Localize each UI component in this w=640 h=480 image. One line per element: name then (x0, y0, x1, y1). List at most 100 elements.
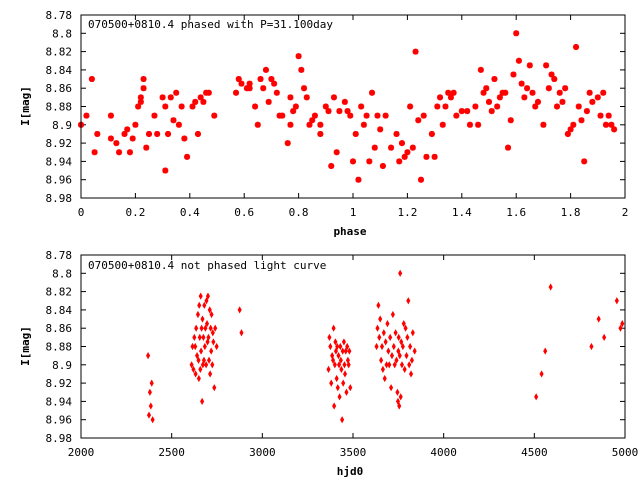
unphased-y-tick-label: 8.94 (46, 395, 73, 408)
unphased-data-point (392, 361, 397, 369)
unphased-data-point (393, 329, 398, 337)
phased-data-point (306, 121, 313, 128)
unphased-data-point (191, 365, 196, 373)
unphased-data-point (394, 356, 399, 364)
phased-data-point (271, 80, 278, 87)
unphased-data-point (336, 352, 341, 360)
phased-data-point (165, 130, 172, 137)
unphased-data-point (409, 356, 414, 364)
unphased-data-point (199, 324, 204, 332)
unphased-data-point (192, 333, 197, 341)
unphased-data-point (379, 356, 384, 364)
phased-light-curve-panel: 070500+0810.4 phased with P=31.100day ph… (19, 9, 628, 238)
unphased-data-point (602, 333, 607, 341)
phased-y-tick-label: 8.86 (46, 82, 73, 95)
phased-data-point (393, 130, 400, 137)
unphased-data-point (395, 397, 401, 406)
phased-data-point (515, 57, 522, 64)
unphased-data-point (335, 384, 340, 392)
unphased-data-point (200, 397, 205, 406)
phased-data-point (360, 121, 367, 128)
unphased-data-point (210, 329, 215, 337)
phased-data-point (135, 103, 142, 110)
phased-data-point (175, 121, 182, 128)
phased-data-point (358, 103, 365, 110)
phased-data-point (608, 121, 615, 128)
phased-y-tick-label: 8.92 (46, 137, 73, 150)
phased-x-tick-label: 0.2 (125, 206, 145, 219)
phased-data-point (268, 76, 275, 83)
phased-data-point (447, 94, 454, 101)
unphased-data-point (407, 361, 412, 369)
unphased-data-point (412, 347, 417, 355)
unphased-data-point (382, 374, 387, 383)
unphased-data-point (237, 306, 242, 314)
unphased-data-point (336, 361, 342, 369)
phased-data-point (317, 121, 324, 128)
phased-data-point (322, 103, 329, 110)
phased-data-point (121, 130, 128, 137)
phased-data-point (363, 112, 370, 119)
unphased-data-point (193, 342, 198, 351)
unphased-data-point (198, 365, 203, 373)
phased-data-point (129, 135, 136, 142)
phased-data-point (529, 89, 536, 96)
unphased-data-point (548, 283, 553, 291)
unphased-data-point (208, 370, 213, 378)
phased-data-point (437, 94, 444, 101)
phased-data-point (116, 149, 123, 156)
phased-data-point (181, 135, 188, 142)
phased-data-point (140, 76, 147, 83)
unphased-data-point (331, 324, 336, 332)
unphased-data-point (589, 342, 594, 351)
phased-data-point (352, 130, 359, 137)
phased-data-point (491, 76, 498, 83)
phased-data-point (197, 94, 204, 101)
unphased-data-point (146, 352, 151, 360)
phased-x-tick-label: 1.6 (506, 206, 526, 219)
phased-data-points (78, 30, 618, 183)
unphased-y-tick-label: 8.84 (46, 304, 73, 317)
phased-data-point (543, 62, 550, 69)
phased-data-point (445, 89, 452, 96)
unphased-data-point (209, 310, 214, 319)
unphased-x-axis-label: hjd0 (337, 465, 364, 478)
unphased-data-point (534, 393, 539, 401)
unphased-plot-frame (80, 254, 626, 439)
unphased-x-tick-label: 3000 (249, 446, 276, 459)
phased-data-point (162, 167, 169, 174)
phased-data-point (412, 48, 419, 55)
phased-data-point (589, 98, 596, 105)
phased-data-point (369, 89, 376, 96)
phased-data-point (545, 85, 552, 92)
unphased-data-point (195, 310, 201, 319)
phased-data-point (265, 98, 272, 105)
phased-data-point (341, 98, 348, 105)
phased-data-point (355, 176, 362, 183)
unphased-light-curve-panel: 070500+0810.4 not phased light curve hjd… (19, 249, 638, 478)
unphased-y-axis-label: I[mag] (19, 326, 32, 366)
phased-data-point (377, 126, 384, 133)
phased-data-point (502, 89, 509, 96)
unphased-y-tick-label: 8.92 (46, 377, 73, 390)
unphased-data-point (543, 347, 548, 355)
unphased-data-point (378, 315, 383, 323)
phased-data-point (301, 85, 308, 92)
phased-y-tick-label: 8.84 (46, 64, 73, 77)
unphased-data-point (195, 352, 200, 360)
phased-data-point (382, 112, 389, 119)
unphased-data-point (618, 324, 623, 332)
phased-data-point (83, 112, 90, 119)
unphased-data-point (197, 301, 202, 309)
phased-data-point (570, 121, 577, 128)
phased-data-point (107, 112, 114, 119)
unphased-data-point (201, 356, 206, 364)
phased-data-point (396, 158, 403, 165)
phased-data-point (192, 98, 199, 105)
unphased-data-point (190, 342, 195, 351)
phased-data-point (551, 76, 558, 83)
unphased-data-point (202, 342, 207, 351)
phased-data-point (262, 66, 269, 73)
phased-data-point (513, 30, 520, 37)
phased-data-point (458, 108, 465, 115)
